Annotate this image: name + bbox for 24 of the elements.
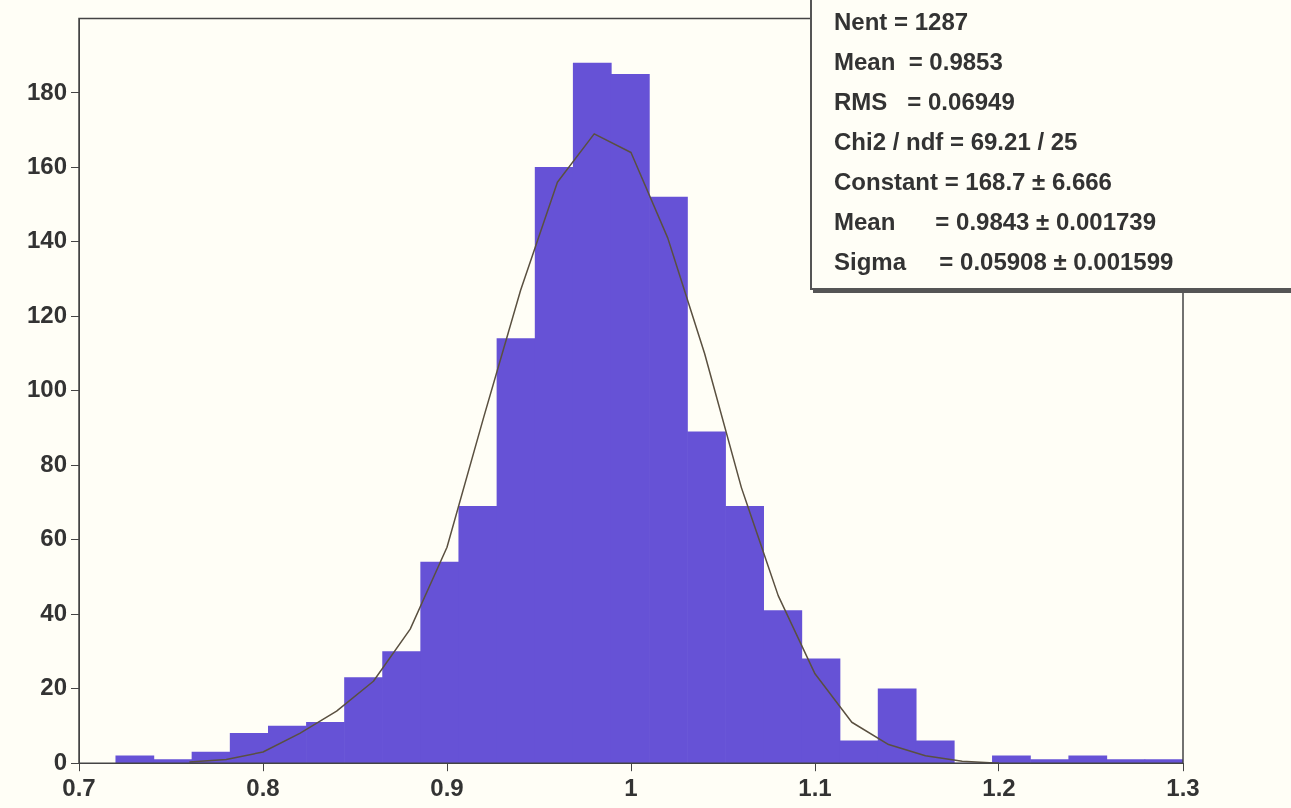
y-tick-label: 140 bbox=[26, 226, 67, 254]
annotation: Constant = 168.7 ± 6.666 bbox=[834, 167, 1113, 197]
x-tick-label: 0.7 bbox=[62, 774, 96, 802]
annotation: Mean = 0.9853 bbox=[834, 47, 1004, 77]
annotation: Nent = 1287 bbox=[834, 7, 970, 37]
y-tick-label: 80 bbox=[40, 449, 67, 477]
y-tick-label: 160 bbox=[26, 151, 67, 179]
y-tick-label: 40 bbox=[40, 598, 67, 626]
y-tick-label: 0 bbox=[53, 747, 67, 775]
x-tick-label: 1.1 bbox=[798, 774, 832, 802]
annotation: Chi2 / ndf = 69.21 / 25 bbox=[834, 127, 1079, 157]
y-tick-label: 100 bbox=[26, 375, 67, 403]
annotation: Sigma = 0.05908 ± 0.001599 bbox=[834, 247, 1175, 277]
y-tick-label: 120 bbox=[26, 300, 67, 328]
x-tick-label: 1 bbox=[624, 774, 638, 802]
y-tick-label: 180 bbox=[26, 77, 67, 105]
x-tick-label: 0.8 bbox=[246, 774, 280, 802]
y-tick-label: 60 bbox=[40, 524, 67, 552]
x-tick-label: 1.3 bbox=[1166, 774, 1200, 802]
annotation: RMS = 0.06949 bbox=[834, 87, 1016, 117]
y-tick-label: 20 bbox=[40, 673, 67, 701]
x-tick-label: 1.2 bbox=[982, 774, 1016, 802]
x-tick-label: 0.9 bbox=[430, 774, 464, 802]
annotation: Mean = 0.9843 ± 0.001739 bbox=[834, 207, 1158, 237]
